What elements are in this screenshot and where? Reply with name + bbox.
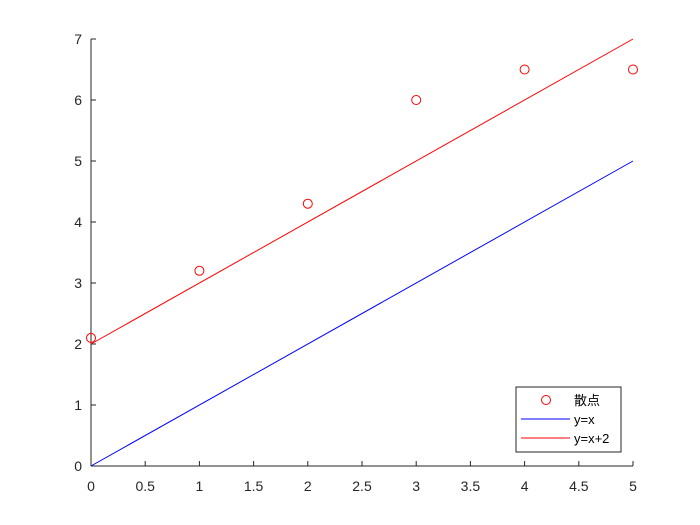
legend-label: y=x+2 <box>574 431 609 446</box>
scatter-point <box>519 64 530 75</box>
x-tick-label: 1.5 <box>244 478 264 494</box>
x-tick-label: 3.5 <box>461 478 481 494</box>
y-tick-label: 5 <box>74 153 82 169</box>
y-tick-label: 3 <box>74 275 82 291</box>
legend-marker <box>541 395 551 405</box>
scatter-point <box>302 198 313 209</box>
scatter-point <box>86 332 96 343</box>
scatter-point <box>194 265 205 276</box>
x-tick-label: 4 <box>521 478 529 494</box>
x-tick-label: 2 <box>304 478 312 494</box>
y-tick-label: 0 <box>74 458 82 474</box>
x-tick-label: 0 <box>87 478 95 494</box>
plot-area <box>86 38 638 467</box>
y-tick-label: 7 <box>74 31 82 47</box>
series-line-1 <box>90 160 634 467</box>
scatter-point <box>411 95 422 105</box>
y-tick-label: 6 <box>74 92 82 108</box>
scatter-point <box>628 64 638 75</box>
y-tick-label: 1 <box>74 397 82 413</box>
series-line-2 <box>90 38 634 345</box>
y-tick-label: 2 <box>74 336 82 352</box>
axes: 0 0.5 1 1.5 2 2.5 3 3.5 4 4.5 5 0 1 2 3 4 5 6 7 <box>74 31 637 494</box>
x-tick-label: 0.5 <box>135 478 155 494</box>
legend: 散点 y=x y=x+2 <box>515 386 622 453</box>
legend-label: y=x <box>574 412 595 427</box>
legend-label: 散点 <box>574 393 600 408</box>
x-tick-label: 1 <box>196 478 204 494</box>
x-tick-label: 4.5 <box>569 478 589 494</box>
x-tick-label: 3 <box>412 478 420 494</box>
x-tick-label: 5 <box>629 478 637 494</box>
x-tick-label: 2.5 <box>352 478 372 494</box>
y-tick-label: 4 <box>74 214 82 230</box>
